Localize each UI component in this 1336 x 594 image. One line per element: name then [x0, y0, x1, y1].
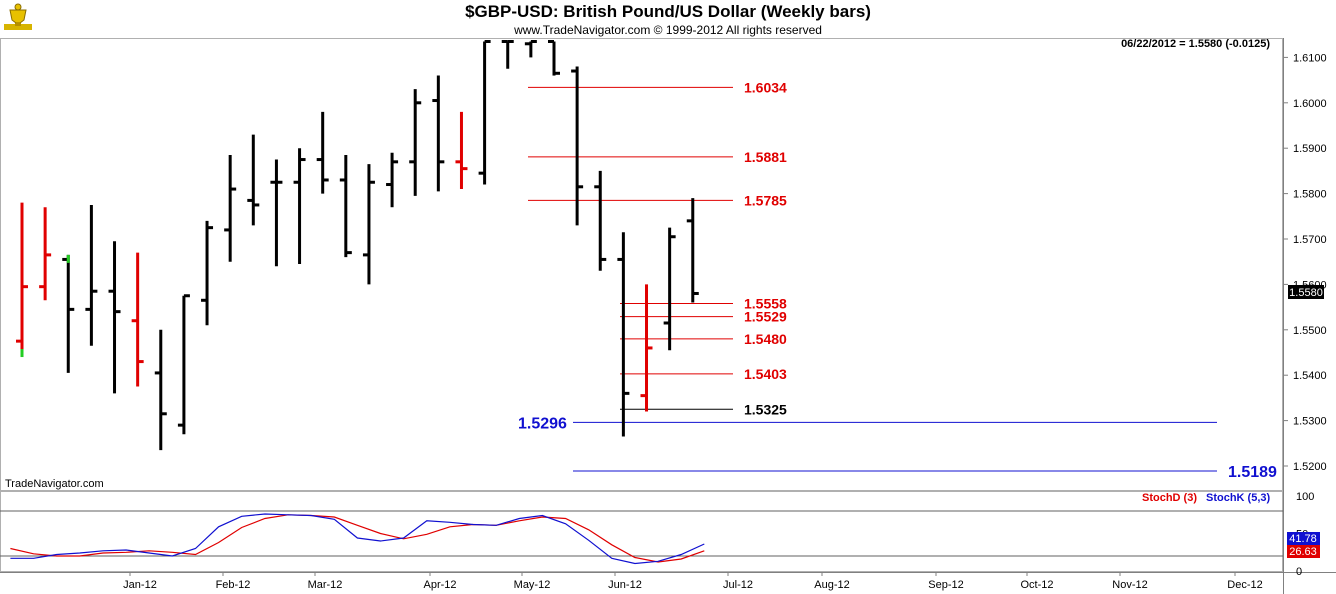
stoch-tick-label: 100 — [1296, 491, 1314, 503]
price-tick-label: 1.6100 — [1293, 52, 1327, 64]
time-tick-label: Oct-12 — [1020, 579, 1053, 591]
time-tick-label: Jun-12 — [608, 579, 642, 591]
stoch-k-line — [10, 513, 705, 565]
blue-level-label: 1.5296 — [518, 415, 567, 432]
time-tick-label: Jul-12 — [723, 579, 753, 591]
chart-title: $GBP-USD: British Pound/US Dollar (Weekl… — [465, 2, 871, 21]
time-tick-label: Sep-12 — [928, 579, 963, 591]
price-tick-label: 1.5700 — [1293, 234, 1327, 246]
brand-label: TradeNavigator.com — [5, 478, 104, 490]
stoch-d-value-tag: 26.63 — [1287, 545, 1320, 558]
red-level-label: 1.5403 — [744, 366, 787, 382]
price-tick-label: 1.5400 — [1293, 370, 1327, 382]
time-tick-label: May-12 — [514, 579, 551, 591]
price-axis: 1.52001.53001.54001.55001.56001.57001.58… — [1283, 52, 1327, 473]
red-level-label: 1.5480 — [744, 331, 787, 347]
price-tick-label: 1.6000 — [1293, 98, 1327, 110]
red-level-label: 1.5529 — [744, 309, 787, 325]
time-tick-label: Aug-12 — [814, 579, 849, 591]
time-axis: Jan-12 Feb-12 Mar-12 Apr-12 May-12 Jun-12 Jul-… — [123, 572, 1263, 591]
copyright-text: www.TradeNavigator.com © 1999-2012 All r… — [513, 23, 822, 37]
status-readout: 06/22/2012 = 1.5580 (-0.0125) — [1121, 38, 1270, 50]
red-level-label: 1.5785 — [744, 192, 787, 208]
black-level-label: 1.5325 — [744, 401, 787, 417]
price-tick-label: 1.5500 — [1293, 325, 1327, 337]
ohlc-bars — [16, 40, 699, 451]
price-panel-frame — [0, 38, 1283, 491]
price-tick-label: 1.5200 — [1293, 461, 1327, 473]
time-tick-label: Feb-12 — [216, 579, 251, 591]
stoch-d-value: 26.63 — [1289, 546, 1317, 558]
time-tick-label: Nov-12 — [1112, 579, 1147, 591]
red-level-label: 1.5881 — [744, 149, 787, 165]
stoch-d-line — [10, 514, 705, 563]
time-tick-label: Apr-12 — [423, 579, 456, 591]
blue-level-label: 1.5189 — [1228, 464, 1277, 481]
stoch-d-legend: StochD (3) — [1142, 492, 1197, 504]
logo-trophy-icon — [4, 3, 32, 30]
last-price-label: 1.5580 — [1289, 287, 1323, 299]
price-tick-label: 1.5300 — [1293, 416, 1327, 428]
stochastic-panel: 050100 — [0, 491, 1314, 578]
stoch-tick-label: 0 — [1296, 566, 1302, 578]
stoch-k-value: 41.78 — [1289, 533, 1317, 545]
stoch-k-legend: StochK (5,3) — [1206, 492, 1271, 504]
stoch-k-value-tag: 41.78 — [1287, 532, 1320, 545]
time-tick-label: Dec-12 — [1227, 579, 1262, 591]
time-tick-label: Jan-12 — [123, 579, 157, 591]
red-level-label: 1.5558 — [744, 295, 787, 311]
stoch-panel-frame — [0, 491, 1283, 572]
price-tick-label: 1.5800 — [1293, 189, 1327, 201]
red-level-label: 1.6034 — [744, 79, 787, 95]
time-tick-label: Mar-12 — [308, 579, 343, 591]
price-tick-label: 1.5900 — [1293, 143, 1327, 155]
last-price-tag: 1.5580 — [1288, 285, 1324, 299]
